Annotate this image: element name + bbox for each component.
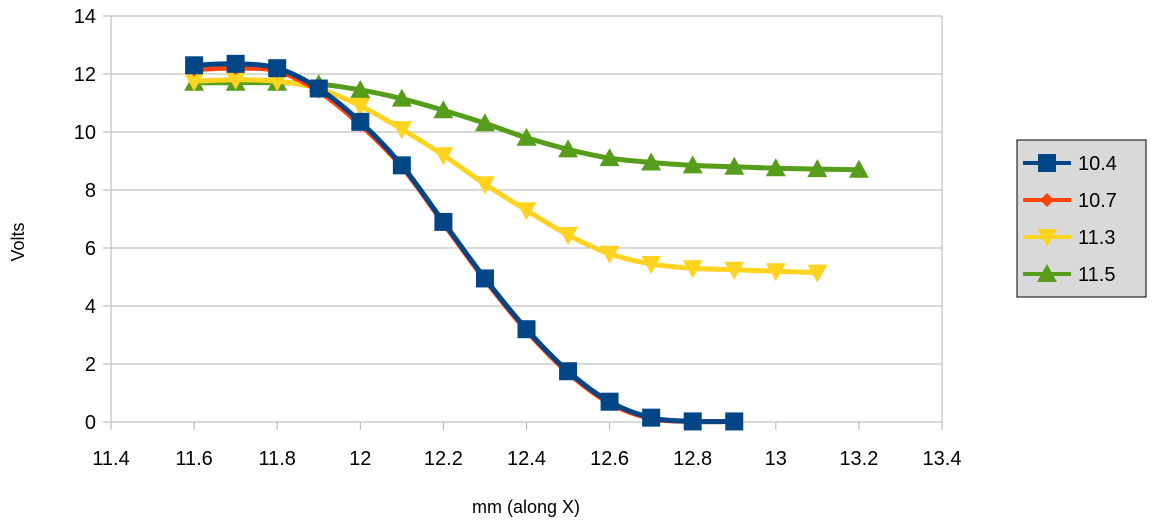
- data-point: [433, 100, 454, 119]
- data-point: [516, 127, 537, 146]
- x-tick-label: 11.6: [175, 448, 212, 470]
- series-line: [194, 65, 735, 425]
- data-point: [268, 59, 287, 78]
- y-tick-label: 12: [74, 64, 96, 86]
- data-point: [475, 269, 494, 288]
- data-point: [765, 263, 786, 282]
- data-point: [391, 121, 412, 140]
- data-point: [765, 158, 786, 177]
- data-point: [474, 176, 495, 195]
- legend-marker: [1037, 264, 1057, 282]
- data-point: [558, 226, 579, 245]
- x-tick-label: 12.4: [507, 448, 546, 470]
- x-tick-label: 11.4: [92, 448, 129, 470]
- legend-label: 10.7: [1078, 190, 1117, 212]
- data-point: [391, 88, 412, 107]
- data-point: [683, 412, 702, 431]
- data-point: [600, 392, 619, 411]
- y-tick-label: 2: [85, 354, 96, 376]
- data-point: [848, 159, 869, 178]
- x-tick-label: 12.2: [424, 448, 463, 470]
- data-point: [392, 156, 411, 175]
- data-point: [725, 412, 744, 431]
- series-11.3: [184, 71, 828, 283]
- y-tick-label: 8: [85, 180, 96, 202]
- y-tick-label: 0: [85, 412, 96, 434]
- legend-label: 10.4: [1078, 153, 1117, 175]
- x-axis-title: mm (along X): [472, 497, 580, 517]
- data-point: [433, 147, 454, 166]
- data-point: [599, 148, 620, 167]
- series-10.4: [185, 54, 744, 431]
- data-point: [434, 212, 453, 231]
- data-point: [642, 408, 661, 427]
- data-point: [309, 79, 328, 98]
- data-point: [516, 202, 537, 221]
- data-point: [558, 139, 579, 158]
- y-tick-label: 4: [85, 296, 96, 318]
- series-11.5: [184, 72, 869, 178]
- y-tick-label: 6: [85, 238, 96, 260]
- series-line: [194, 77, 818, 276]
- data-point: [641, 255, 662, 274]
- x-tick-label: 11.8: [258, 448, 295, 470]
- data-point: [682, 155, 703, 174]
- x-tick-label: 13.4: [923, 448, 962, 470]
- legend-marker: [1038, 154, 1056, 172]
- series-line: [194, 80, 859, 173]
- y-tick-label: 10: [74, 122, 96, 144]
- y-axis-title: Volts: [8, 222, 28, 261]
- data-point: [350, 79, 371, 98]
- legend-label: 11.3: [1078, 227, 1115, 249]
- legend-item: 11.5: [1023, 264, 1115, 286]
- data-point: [267, 73, 288, 92]
- legend-marker: [1040, 193, 1054, 207]
- y-tick-label: 14: [74, 6, 96, 28]
- x-tick-label: 12: [349, 448, 371, 470]
- data-point: [226, 54, 245, 73]
- series-layer: [184, 54, 869, 431]
- data-point: [599, 245, 620, 264]
- data-point: [350, 97, 371, 116]
- x-tick-label: 13.2: [839, 448, 878, 470]
- legend-item: 10.4: [1023, 153, 1117, 175]
- legend-label: 11.5: [1078, 264, 1115, 286]
- x-axis-ticks: 11.4 11.6 11.8 12 12.2 12.4 12.6 12.8 13 13.2 13.4: [92, 422, 961, 470]
- data-point: [225, 71, 246, 90]
- x-tick-label: 12.8: [673, 448, 712, 470]
- data-point: [807, 159, 828, 178]
- legend-item: 11.3: [1023, 227, 1115, 249]
- data-point: [351, 112, 370, 131]
- legend: 10.4 10.7 11.3 11.5: [1016, 139, 1147, 298]
- data-point: [641, 152, 662, 171]
- data-point: [724, 156, 745, 175]
- x-tick-label: 13: [765, 448, 787, 470]
- data-point: [724, 261, 745, 280]
- data-point: [682, 260, 703, 279]
- data-point: [559, 362, 578, 381]
- legend-marker: [1037, 229, 1057, 247]
- y-axis-ticks: 0 2 4 6 8 10 12 14: [74, 6, 111, 434]
- x-tick-label: 12.6: [590, 448, 629, 470]
- data-point: [517, 320, 536, 339]
- data-point: [807, 264, 828, 283]
- legend-item: 10.7: [1023, 190, 1117, 212]
- data-point: [184, 73, 205, 92]
- data-point: [474, 113, 495, 132]
- data-point: [185, 56, 204, 75]
